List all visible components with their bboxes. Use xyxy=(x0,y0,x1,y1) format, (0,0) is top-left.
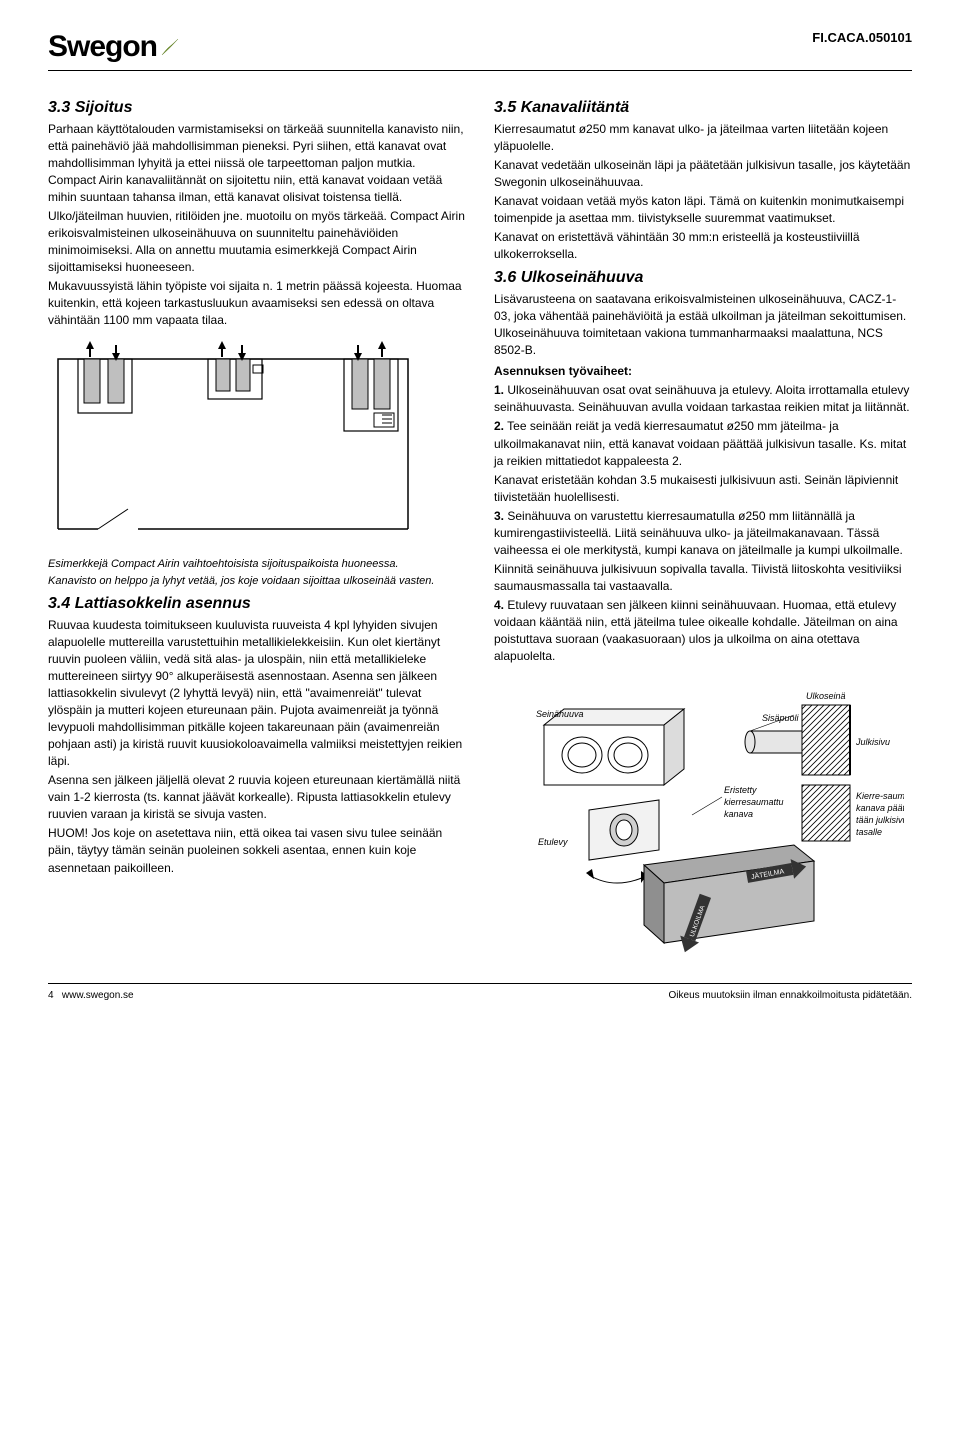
para-3-4b: Asenna sen jälkeen jäljellä olevat 2 ruu… xyxy=(48,772,466,823)
para-3-6a: Lisävarusteena on saatavana erikoisvalmi… xyxy=(494,291,912,359)
step-2b: Kanavat eristetään kohdan 3.5 mukaisesti… xyxy=(494,472,912,506)
footer-url: www.swegon.se xyxy=(62,990,134,1001)
document-id: FI.CACA.050101 xyxy=(812,30,912,45)
step-1: 1. Ulkoseinähuuvan osat ovat seinähuuva … xyxy=(494,382,912,416)
caption-1a: Esimerkkejä Compact Airin vaihtoehtoisis… xyxy=(48,557,466,572)
svg-text:kanava pääte-: kanava pääte- xyxy=(856,803,904,813)
page-footer: 4 www.swegon.se Oikeus muutoksiin ilman … xyxy=(48,990,912,1001)
page-number: 4 xyxy=(48,990,54,1001)
svg-text:Julkisivu: Julkisivu xyxy=(855,737,890,747)
para-3-4c: HUOM! Jos koje on asetettava niin, että … xyxy=(48,825,466,876)
svg-text:Etulevy: Etulevy xyxy=(538,837,568,847)
heading-3-6: 3.6 Ulkoseinähuuva xyxy=(494,269,912,287)
footer-rule xyxy=(48,983,912,984)
svg-text:Seinähuuva: Seinähuuva xyxy=(536,709,584,719)
wallhood-diagram: Ulkoseinä Julkisivu Sisäpuoli Sein xyxy=(494,675,912,955)
para-3-3c: Mukavuussyistä lähin työpiste voi sijait… xyxy=(48,278,466,329)
heading-3-3: 3.3 Sijoitus xyxy=(48,99,466,117)
placement-diagram xyxy=(48,339,466,549)
para-3-4a: Ruuvaa kuudesta toimitukseen kuuluvista … xyxy=(48,617,466,770)
step-4: 4. Etulevy ruuvataan sen jälkeen kiinni … xyxy=(494,597,912,665)
svg-text:Ulkoseinä: Ulkoseinä xyxy=(806,691,846,701)
footer-rights: Oikeus muutoksiin ilman ennakkoilmoitust… xyxy=(669,990,912,1001)
step-2: 2. Tee seinään reiät ja vedä kierresauma… xyxy=(494,418,912,469)
logo-text: Swegon xyxy=(48,30,157,64)
para-3-5d: Kanavat on eristettävä vähintään 30 mm:n… xyxy=(494,229,912,263)
brand-logo: Swegon xyxy=(48,30,179,64)
leaf-icon xyxy=(161,30,179,64)
svg-text:kierresaumattu: kierresaumattu xyxy=(724,797,784,807)
caption-1b: Kanavisto on helppo ja lyhyt vetää, jos … xyxy=(48,574,466,589)
step-3: 3. Seinähuuva on varustettu kierresaumat… xyxy=(494,508,912,559)
heading-3-4: 3.4 Lattiasokkelin asennus xyxy=(48,595,466,613)
svg-text:kanava: kanava xyxy=(724,809,753,819)
svg-text:Sisäpuoli: Sisäpuoli xyxy=(762,713,800,723)
header-rule xyxy=(48,70,912,71)
para-3-3a: Parhaan käyttötalouden varmistamiseksi o… xyxy=(48,121,466,206)
svg-text:Kierre-saumattu: Kierre-saumattu xyxy=(856,791,904,801)
para-3-5a: Kierresaumatut ø250 mm kanavat ulko- ja … xyxy=(494,121,912,155)
svg-text:Eristetty: Eristetty xyxy=(724,785,757,795)
steps-heading: Asennuksen työvaiheet: xyxy=(494,363,912,380)
right-column: 3.5 Kanavaliitäntä Kierresaumatut ø250 m… xyxy=(494,93,912,963)
para-3-5c: Kanavat voidaan vetää myös katon läpi. T… xyxy=(494,193,912,227)
para-3-5b: Kanavat vedetään ulkoseinän läpi ja päät… xyxy=(494,157,912,191)
left-column: 3.3 Sijoitus Parhaan käyttötalouden varm… xyxy=(48,93,466,963)
para-3-3b: Ulko/jäteilman huuvien, ritilöiden jne. … xyxy=(48,208,466,276)
heading-3-5: 3.5 Kanavaliitäntä xyxy=(494,99,912,117)
step-3b: Kiinnitä seinähuuva julkisivuun sopivall… xyxy=(494,561,912,595)
svg-text:tasalle: tasalle xyxy=(856,827,882,837)
svg-text:tään julkisivun: tään julkisivun xyxy=(856,815,904,825)
